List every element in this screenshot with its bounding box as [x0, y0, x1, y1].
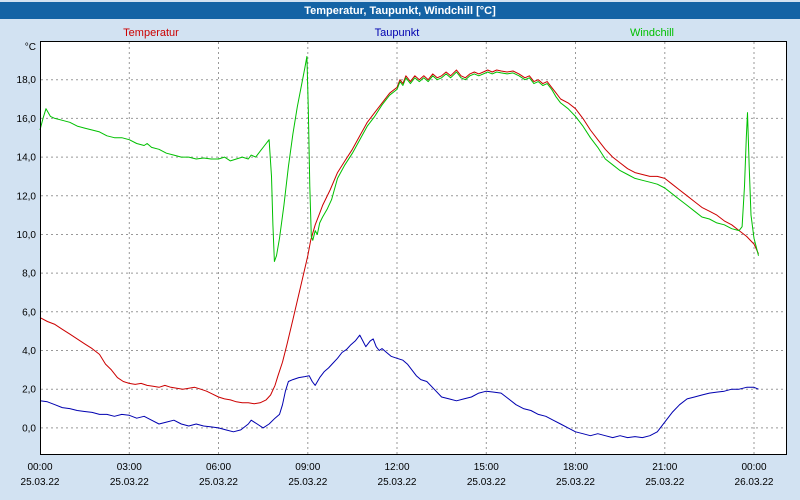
chart-canvas: Temperatur Taupunkt Windchill °C 0,0 2,0 4,0 6… — [17, 27, 787, 488]
series-line-temperatur — [39, 69, 759, 405]
x-tick-time: 03:00 — [117, 462, 142, 473]
series-line-windchill — [39, 56, 759, 262]
x-tick-time: 21:00 — [652, 462, 677, 473]
x-tick-time: 15:00 — [474, 462, 499, 473]
x-tick-date: 25.03.22 — [645, 477, 684, 488]
x-tick-date: 25.03.22 — [110, 477, 149, 488]
y-tick-label: 8,0 — [22, 269, 36, 280]
plot-border — [40, 41, 787, 455]
window-title: Temperatur, Taupunkt, Windchill [°C] — [304, 4, 496, 17]
y-tick-label: 12,0 — [17, 191, 37, 202]
x-tick-time: 06:00 — [206, 462, 231, 473]
x-tick-time: 12:00 — [384, 462, 409, 473]
series-line-taupunkt — [39, 334, 759, 439]
plot-area — [40, 41, 787, 455]
y-tick-label: 14,0 — [17, 153, 37, 164]
chart-legend: Temperatur Taupunkt Windchill — [123, 27, 674, 39]
x-tick-date: 26.03.22 — [735, 477, 774, 488]
y-axis-unit: °C — [25, 42, 36, 53]
x-tick-time: 18:00 — [563, 462, 588, 473]
x-tick-time: 00:00 — [27, 462, 52, 473]
y-tick-label: 18,0 — [17, 75, 37, 86]
x-tick-date: 25.03.22 — [21, 477, 60, 488]
x-tick-date: 25.03.22 — [378, 477, 417, 488]
legend-label-taupunkt: Taupunkt — [375, 27, 420, 39]
y-tick-label: 6,0 — [22, 307, 36, 318]
x-tick-date: 25.03.22 — [467, 477, 506, 488]
legend-label-windchill: Windchill — [630, 27, 674, 39]
x-tick-time: 00:00 — [741, 462, 766, 473]
y-axis-labels: °C 0,0 2,0 4,0 6,0 8,0 10,0 12,0 14,0 16,0 18,0 — [17, 42, 37, 434]
y-tick-label: 2,0 — [22, 385, 36, 396]
series-lines — [39, 56, 759, 439]
x-tick-time: 09:00 — [295, 462, 320, 473]
x-axis-labels: 00:00 25.03.22 03:00 25.03.22 06:00 25.03.22 0… — [21, 462, 774, 488]
x-tick-date: 25.03.22 — [288, 477, 327, 488]
x-tick-date: 25.03.22 — [199, 477, 238, 488]
y-tick-label: 0,0 — [22, 423, 36, 434]
gridlines — [41, 42, 786, 454]
y-tick-label: 4,0 — [22, 346, 36, 357]
window-title-bar: Temperatur, Taupunkt, Windchill [°C] — [0, 2, 800, 19]
y-tick-label: 16,0 — [17, 114, 37, 125]
y-tick-label: 10,0 — [17, 230, 37, 241]
legend-label-temperatur: Temperatur — [123, 27, 179, 39]
x-tick-date: 25.03.22 — [556, 477, 595, 488]
